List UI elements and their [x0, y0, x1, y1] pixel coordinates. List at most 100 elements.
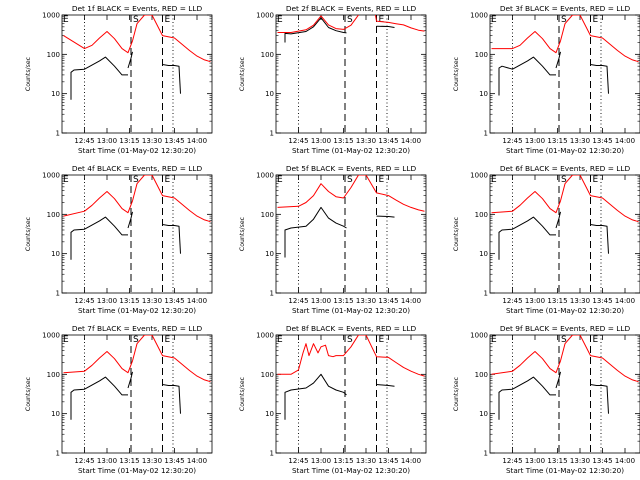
- marker-label: S: [347, 175, 353, 185]
- y-tick-label: 1000: [256, 332, 274, 340]
- series-line-events: [162, 224, 181, 254]
- plot-frame: [61, 174, 213, 294]
- series-line-events: [590, 64, 609, 94]
- series-line-events: [127, 51, 133, 69]
- y-tick-label: 10: [265, 90, 274, 98]
- marker-label: S: [347, 335, 353, 345]
- plot-frame: [275, 334, 427, 454]
- y-tick-label: 100: [47, 211, 60, 219]
- y-axis-label: Counts/sec: [453, 376, 460, 411]
- marker-label: E: [63, 335, 69, 345]
- series-line-events: [498, 376, 556, 420]
- y-tick-label: 1: [270, 130, 274, 138]
- marker-label: S: [561, 335, 567, 345]
- series-line-events: [555, 371, 561, 389]
- y-tick-label: 10: [51, 250, 60, 258]
- x-tick-label: 12:45: [74, 457, 94, 465]
- plot-frame: [489, 174, 640, 294]
- y-axis-label: Counts/sec: [25, 376, 32, 411]
- y-tick-label: 10: [51, 410, 60, 418]
- marker-label: E: [277, 175, 283, 185]
- marker-label: S: [133, 15, 139, 25]
- y-tick-label: 1: [56, 130, 60, 138]
- y-axis-label: Counts/sec: [25, 56, 32, 91]
- x-tick-label: 13:45: [164, 137, 184, 145]
- x-tick-label: 13:30: [142, 137, 162, 145]
- y-tick-label: 100: [47, 371, 60, 379]
- x-tick-label: 13:15: [119, 457, 139, 465]
- series-line-events: [498, 216, 556, 260]
- x-tick-label: 14:00: [401, 457, 421, 465]
- x-tick-label: 13:15: [333, 297, 353, 305]
- y-tick-label: 1000: [256, 172, 274, 180]
- chart-title: Det 6f BLACK = Events, RED = LLD: [500, 164, 631, 173]
- chart-panel: Det 3f BLACK = Events, RED = LLD Counts/s…: [453, 4, 640, 155]
- series-line-events: [376, 384, 395, 387]
- x-axis-label: Start Time (01-May-02 12:30:20): [78, 466, 196, 475]
- x-axis-label: Start Time (01-May-02 12:30:20): [292, 146, 410, 155]
- series-line-events: [498, 56, 556, 96]
- x-tick-label: 13:30: [142, 457, 162, 465]
- y-tick-label: 10: [265, 250, 274, 258]
- y-axis-label: Counts/sec: [453, 56, 460, 91]
- series-line-lld: [63, 335, 211, 383]
- series-line-events: [70, 376, 128, 420]
- marker-label: E: [165, 15, 171, 25]
- chart-panel: Det 9f BLACK = Events, RED = LLD Counts/s…: [453, 324, 640, 475]
- x-tick-label: 14:00: [615, 457, 635, 465]
- marker-label: S: [347, 15, 353, 25]
- plot-frame: [275, 14, 427, 134]
- y-tick-label: 100: [475, 211, 488, 219]
- x-tick-label: 14:00: [615, 137, 635, 145]
- series-line-lld: [63, 15, 211, 63]
- x-axis-label: Start Time (01-May-02 12:30:20): [506, 306, 624, 315]
- y-tick-label: 1: [56, 450, 60, 458]
- x-tick-label: 14:00: [401, 137, 421, 145]
- x-tick-label: 13:45: [378, 297, 398, 305]
- chart-title: Det 5f BLACK = Events, RED = LLD: [286, 164, 417, 173]
- x-tick-label: 13:15: [333, 457, 353, 465]
- x-tick-label: 14:00: [401, 297, 421, 305]
- marker-label: S: [561, 175, 567, 185]
- plot-frame: [489, 334, 640, 454]
- series-line-events: [284, 206, 347, 258]
- y-tick-label: 1000: [42, 12, 60, 20]
- y-tick-label: 1000: [470, 332, 488, 340]
- y-tick-label: 1000: [42, 172, 60, 180]
- series-line-events: [284, 373, 347, 420]
- series-line-events: [590, 224, 609, 254]
- chart-title: Det 7f BLACK = Events, RED = LLD: [72, 324, 203, 333]
- marker-label: E: [277, 335, 283, 345]
- series-line-events: [127, 211, 133, 229]
- series-line-events: [70, 56, 128, 100]
- plot-frame: [61, 14, 213, 134]
- y-tick-label: 1: [484, 290, 488, 298]
- chart-panel: Det 6f BLACK = Events, RED = LLD Counts/s…: [453, 164, 640, 315]
- marker-label: S: [133, 175, 139, 185]
- x-tick-label: 13:15: [119, 137, 139, 145]
- series-line-events: [555, 51, 561, 69]
- series-line-events: [376, 25, 395, 28]
- y-tick-label: 10: [265, 410, 274, 418]
- y-tick-label: 1: [270, 450, 274, 458]
- marker-label: S: [561, 15, 567, 25]
- series-line-lld: [277, 175, 425, 212]
- series-line-lld: [491, 175, 639, 223]
- x-tick-label: 12:45: [502, 297, 522, 305]
- series-line-events: [590, 384, 609, 414]
- chart-title: Det 3f BLACK = Events, RED = LLD: [500, 4, 631, 13]
- x-axis-label: Start Time (01-May-02 12:30:20): [506, 466, 624, 475]
- x-tick-label: 13:00: [311, 457, 331, 465]
- chart-panel: Det 5f BLACK = Events, RED = LLD Counts/s…: [239, 164, 427, 315]
- y-axis-label: Counts/sec: [25, 216, 32, 251]
- x-axis-label: Start Time (01-May-02 12:30:20): [292, 306, 410, 315]
- chart-panel: Det 2f BLACK = Events, RED = LLD Counts/s…: [239, 4, 427, 155]
- chart-panel: Det 8f BLACK = Events, RED = LLD Counts/s…: [239, 324, 427, 475]
- y-tick-label: 100: [261, 371, 274, 379]
- y-tick-label: 1000: [470, 172, 488, 180]
- x-tick-label: 13:45: [378, 137, 398, 145]
- y-tick-label: 100: [261, 51, 274, 59]
- x-tick-label: 12:45: [288, 297, 308, 305]
- series-line-events: [70, 216, 128, 260]
- series-line-lld: [277, 335, 425, 377]
